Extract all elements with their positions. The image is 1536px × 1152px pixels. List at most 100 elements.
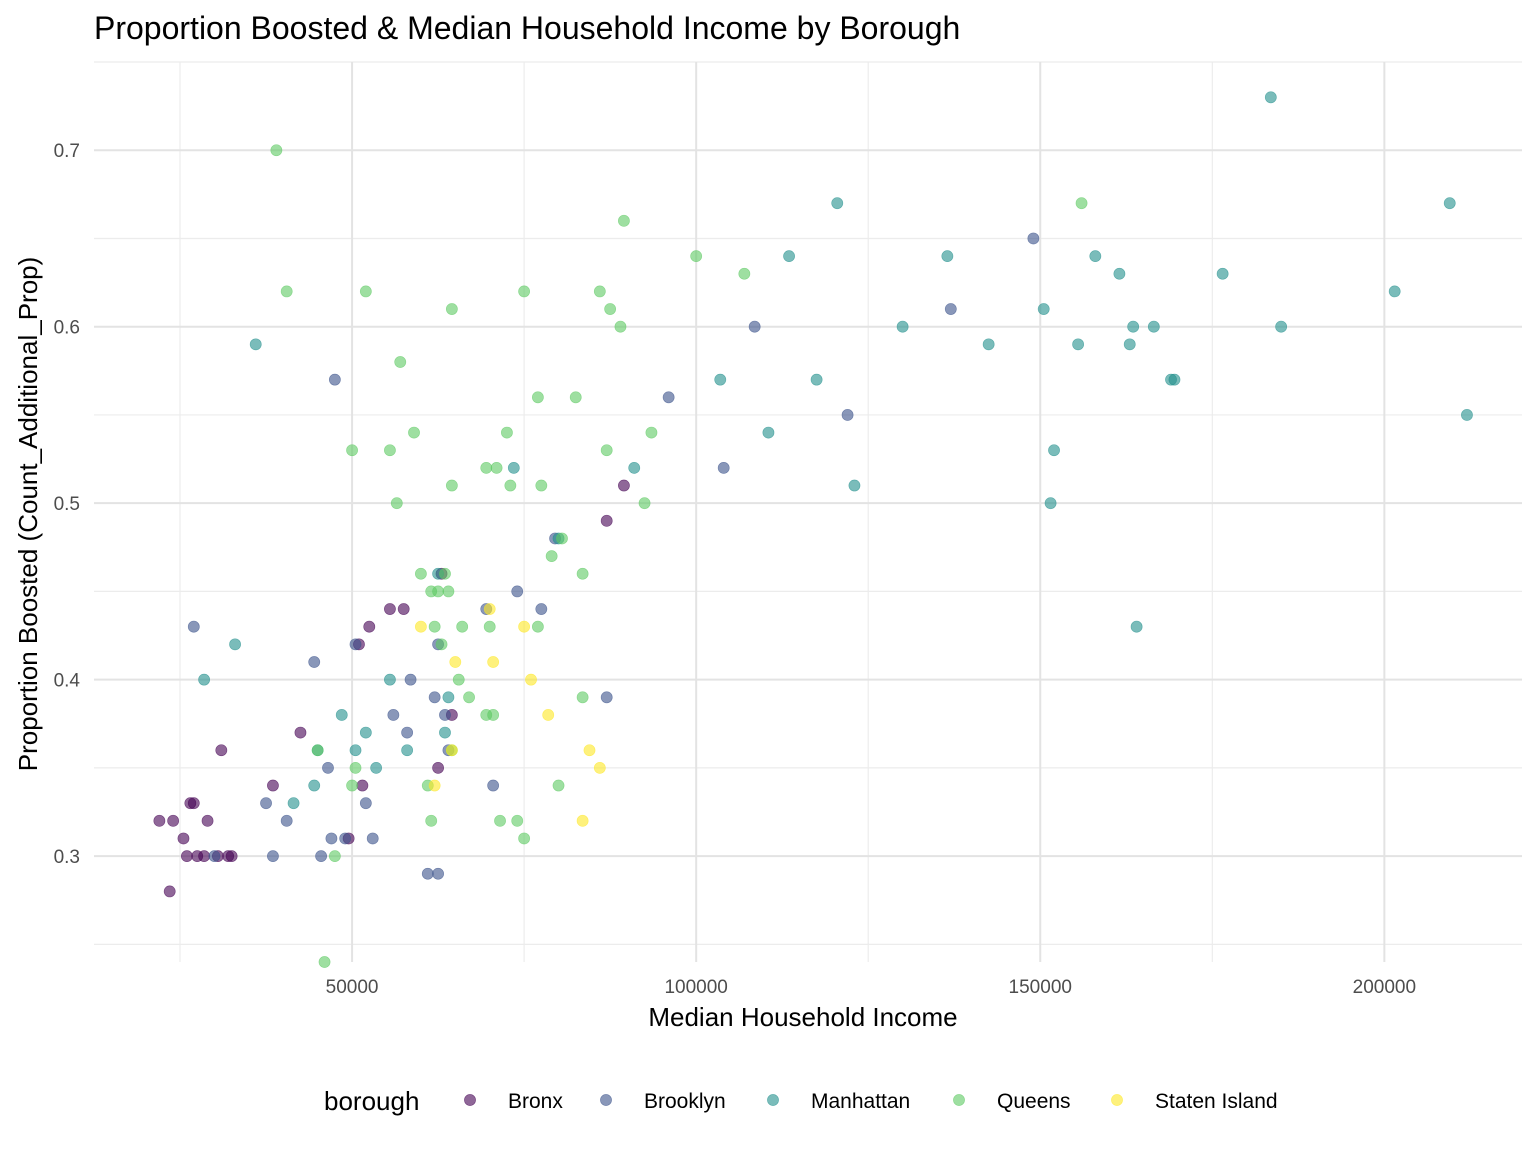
point-queens xyxy=(487,709,500,721)
x-tick-label: 150000 xyxy=(1009,977,1072,998)
legend-key-staten-island xyxy=(1111,1094,1123,1106)
point-queens xyxy=(531,620,544,633)
point-queens xyxy=(501,426,513,439)
point-bronx xyxy=(201,814,214,827)
point-brooklyn xyxy=(535,603,548,615)
point-queens xyxy=(270,144,283,157)
point-manhattan xyxy=(287,797,300,810)
point-manhattan xyxy=(1264,91,1277,104)
point-manhattan xyxy=(1044,497,1057,510)
point-queens xyxy=(452,673,465,686)
point-brooklyn xyxy=(428,691,441,704)
point-staten-island xyxy=(518,620,531,633)
legend-label-bronx: Bronx xyxy=(508,1090,563,1113)
chart-title: Proportion Boosted & Median Household In… xyxy=(94,10,960,46)
x-tick-label: 50000 xyxy=(326,977,379,998)
point-manhattan xyxy=(198,673,211,686)
point-queens xyxy=(638,497,651,510)
point-manhattan xyxy=(335,709,348,721)
point-queens xyxy=(445,479,458,492)
legend-label-staten-island: Staten Island xyxy=(1155,1090,1278,1113)
point-queens xyxy=(531,391,544,404)
point-manhattan xyxy=(783,250,795,263)
point-queens xyxy=(432,585,444,598)
point-brooklyn xyxy=(359,797,372,810)
point-bronx xyxy=(153,814,166,827)
point-staten-island xyxy=(449,656,462,668)
point-brooklyn xyxy=(401,726,414,739)
point-brooklyn xyxy=(328,373,341,386)
point-queens xyxy=(435,638,448,651)
point-staten-island xyxy=(576,814,589,827)
point-manhattan xyxy=(384,673,396,686)
point-brooklyn xyxy=(600,691,613,704)
point-queens xyxy=(280,285,293,298)
point-brooklyn xyxy=(717,461,730,474)
point-bronx xyxy=(432,761,444,774)
point-queens xyxy=(690,250,703,263)
point-bronx xyxy=(181,850,193,863)
data-points xyxy=(153,91,1473,968)
point-brooklyn xyxy=(349,638,362,651)
point-queens xyxy=(384,444,396,457)
point-queens xyxy=(346,444,358,457)
point-manhattan xyxy=(507,461,520,474)
point-queens xyxy=(463,691,475,704)
point-bronx xyxy=(363,620,376,633)
point-staten-island xyxy=(445,744,458,757)
point-manhattan xyxy=(249,338,262,351)
point-manhattan xyxy=(401,744,414,757)
point-manhattan xyxy=(439,726,451,739)
point-manhattan xyxy=(1123,338,1136,351)
point-queens xyxy=(494,814,506,827)
point-bronx xyxy=(384,603,396,615)
point-manhattan xyxy=(1072,338,1085,351)
point-bronx xyxy=(356,779,369,792)
point-brooklyn xyxy=(662,391,675,404)
point-queens xyxy=(504,479,517,492)
y-tick-label: 0.4 xyxy=(54,671,81,692)
point-staten-island xyxy=(487,656,500,668)
y-tick-label: 0.6 xyxy=(54,318,80,339)
x-axis-tick-labels: 50000 100000 150000 200000 xyxy=(326,977,1416,998)
point-queens xyxy=(408,426,420,439)
point-brooklyn xyxy=(511,585,524,598)
x-axis-title: Median Household Income xyxy=(648,1002,957,1032)
point-queens xyxy=(614,320,627,333)
legend-label-manhattan: Manhattan xyxy=(811,1090,910,1113)
point-bronx xyxy=(215,744,228,757)
point-brooklyn xyxy=(339,832,352,845)
point-queens xyxy=(645,426,658,439)
point-bronx xyxy=(267,779,279,792)
point-queens xyxy=(346,779,358,792)
point-queens xyxy=(600,444,613,457)
point-queens xyxy=(518,832,531,845)
point-staten-island xyxy=(414,620,427,633)
point-queens xyxy=(439,567,451,580)
point-queens xyxy=(1075,197,1088,210)
point-brooklyn xyxy=(421,867,434,880)
point-brooklyn xyxy=(366,832,379,845)
point-queens xyxy=(576,567,589,580)
point-brooklyn xyxy=(325,832,338,845)
x-tick-label: 100000 xyxy=(664,977,727,998)
point-manhattan xyxy=(1127,320,1140,333)
point-bronx xyxy=(397,603,410,615)
point-queens xyxy=(552,779,565,792)
point-brooklyn xyxy=(387,709,400,721)
point-queens xyxy=(394,356,407,368)
point-manhattan xyxy=(628,461,641,474)
point-manhattan xyxy=(941,250,954,263)
point-queens xyxy=(556,532,568,545)
point-bronx xyxy=(187,797,200,810)
point-manhattan xyxy=(848,479,861,492)
legend-key-manhattan xyxy=(767,1094,779,1106)
point-brooklyn xyxy=(280,814,293,827)
point-queens xyxy=(483,620,496,633)
point-manhattan xyxy=(308,779,321,792)
point-manhattan xyxy=(1275,320,1288,333)
point-manhattan xyxy=(1147,320,1160,333)
point-manhattan xyxy=(1388,285,1401,298)
y-tick-label: 0.5 xyxy=(54,494,80,515)
point-manhattan xyxy=(1089,250,1102,263)
